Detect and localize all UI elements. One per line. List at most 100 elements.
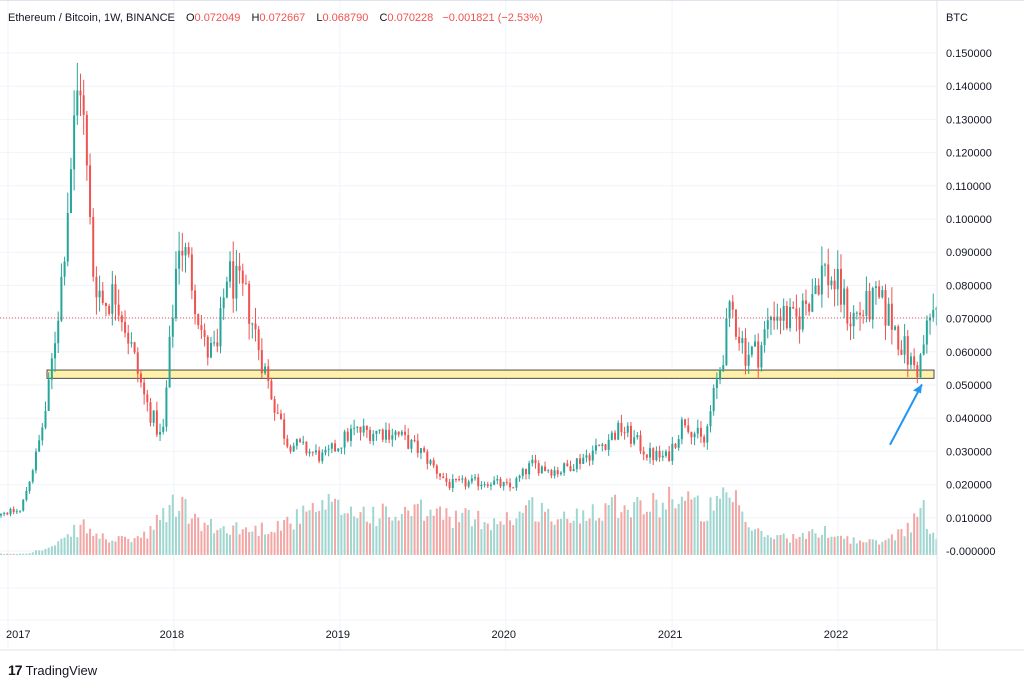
volume-bar: [878, 544, 881, 555]
candle-body: [563, 463, 566, 473]
candle-body: [553, 470, 556, 476]
candle-body: [862, 314, 865, 316]
candle-body: [308, 451, 311, 454]
candle-body: [353, 427, 356, 429]
candle-body: [559, 472, 562, 475]
candle-body: [327, 448, 330, 450]
x-tick-label: 2021: [658, 629, 682, 641]
y-tick-label: 0.030000: [946, 446, 992, 458]
volume-bar: [139, 537, 142, 555]
candle-body: [668, 451, 671, 462]
volume-bar: [299, 523, 302, 555]
candle-body: [66, 213, 69, 262]
candle-body: [801, 300, 804, 330]
volume-bar: [209, 518, 212, 555]
volume-bar: [38, 550, 41, 555]
volume-bar: [267, 534, 270, 555]
volume-bar: [785, 538, 788, 555]
volume-bar: [859, 540, 862, 555]
candle-body: [38, 440, 41, 452]
candle-body: [785, 305, 788, 329]
volume-bar: [34, 550, 37, 555]
volume-bar: [410, 516, 413, 555]
volume-bar: [69, 536, 72, 555]
volume-bar: [909, 532, 912, 555]
candle-body: [754, 341, 757, 347]
open-label: O: [185, 12, 195, 24]
candle-body: [916, 365, 919, 378]
volume-bar: [190, 518, 193, 555]
candle-body: [334, 443, 337, 452]
candle-body: [15, 511, 18, 513]
volume-bar: [769, 537, 772, 555]
candle-body: [168, 336, 171, 388]
y-tick-label: 0.040000: [946, 413, 992, 425]
tradingview-logo[interactable]: 17 TradingView: [8, 662, 97, 678]
candle-body: [213, 342, 216, 344]
candle-body: [738, 336, 741, 344]
volume-bar: [73, 524, 76, 555]
volume-bar: [547, 508, 550, 555]
candle-body: [149, 402, 152, 423]
candle-body: [614, 432, 617, 440]
volume-bar: [89, 528, 92, 555]
candle-body: [712, 387, 715, 412]
close-value: 0.070228: [387, 12, 434, 24]
volume-bar: [489, 530, 492, 555]
candle-body: [725, 318, 728, 366]
volume-bar: [279, 530, 282, 555]
volume-bar: [849, 543, 852, 555]
candle-body: [98, 290, 101, 298]
candle-body: [318, 450, 321, 462]
candle-body: [289, 446, 292, 452]
candle-body: [849, 323, 852, 327]
volume-bar: [104, 539, 107, 555]
y-tick-label: 0.060000: [946, 347, 992, 359]
volume-bar: [690, 499, 693, 555]
candle-body: [909, 356, 912, 365]
candle-body: [104, 302, 107, 306]
candle-body: [477, 477, 480, 487]
candle-body: [792, 306, 795, 309]
candle-body: [464, 478, 467, 487]
volume-bar: [311, 502, 314, 555]
candle-body: [811, 294, 814, 312]
candle-body: [171, 318, 174, 337]
candle-body: [95, 276, 98, 298]
volume-bar: [712, 510, 715, 555]
candle-body: [276, 412, 279, 414]
candle-body: [846, 288, 849, 324]
candle-body: [588, 455, 591, 461]
volume-bar: [591, 504, 594, 555]
volume-bar: [334, 498, 337, 555]
candle-body: [935, 307, 938, 310]
candle-body: [187, 247, 190, 255]
volume-bar: [432, 515, 435, 555]
symbol-legend[interactable]: Ethereum / Bitcoin, 1W, BINANCE O0.07204…: [8, 12, 543, 24]
candle-body: [906, 336, 909, 365]
candle-body: [871, 288, 874, 320]
candle-body: [894, 326, 897, 330]
candle-body: [512, 487, 515, 489]
volume-bar: [369, 523, 372, 555]
y-tick-label: 0.140000: [946, 81, 992, 93]
candle-body: [89, 165, 92, 217]
volume-bar: [703, 521, 706, 555]
volume-bar: [722, 487, 725, 555]
volume-bar: [734, 490, 737, 555]
candle-body: [747, 354, 750, 366]
candle-body: [85, 114, 88, 166]
candle-body: [528, 463, 531, 475]
candle-body: [340, 447, 343, 449]
candle-body: [235, 265, 238, 299]
candle-body: [633, 437, 636, 444]
high-value: 0.072667: [259, 12, 306, 24]
volume-bar: [846, 536, 849, 555]
volume-bar: [31, 552, 34, 555]
volume-bar: [900, 529, 903, 555]
volume-bar: [658, 517, 661, 555]
volume-bar: [699, 521, 702, 555]
symbol-name[interactable]: Ethereum / Bitcoin, 1W, BINANCE: [8, 12, 175, 24]
